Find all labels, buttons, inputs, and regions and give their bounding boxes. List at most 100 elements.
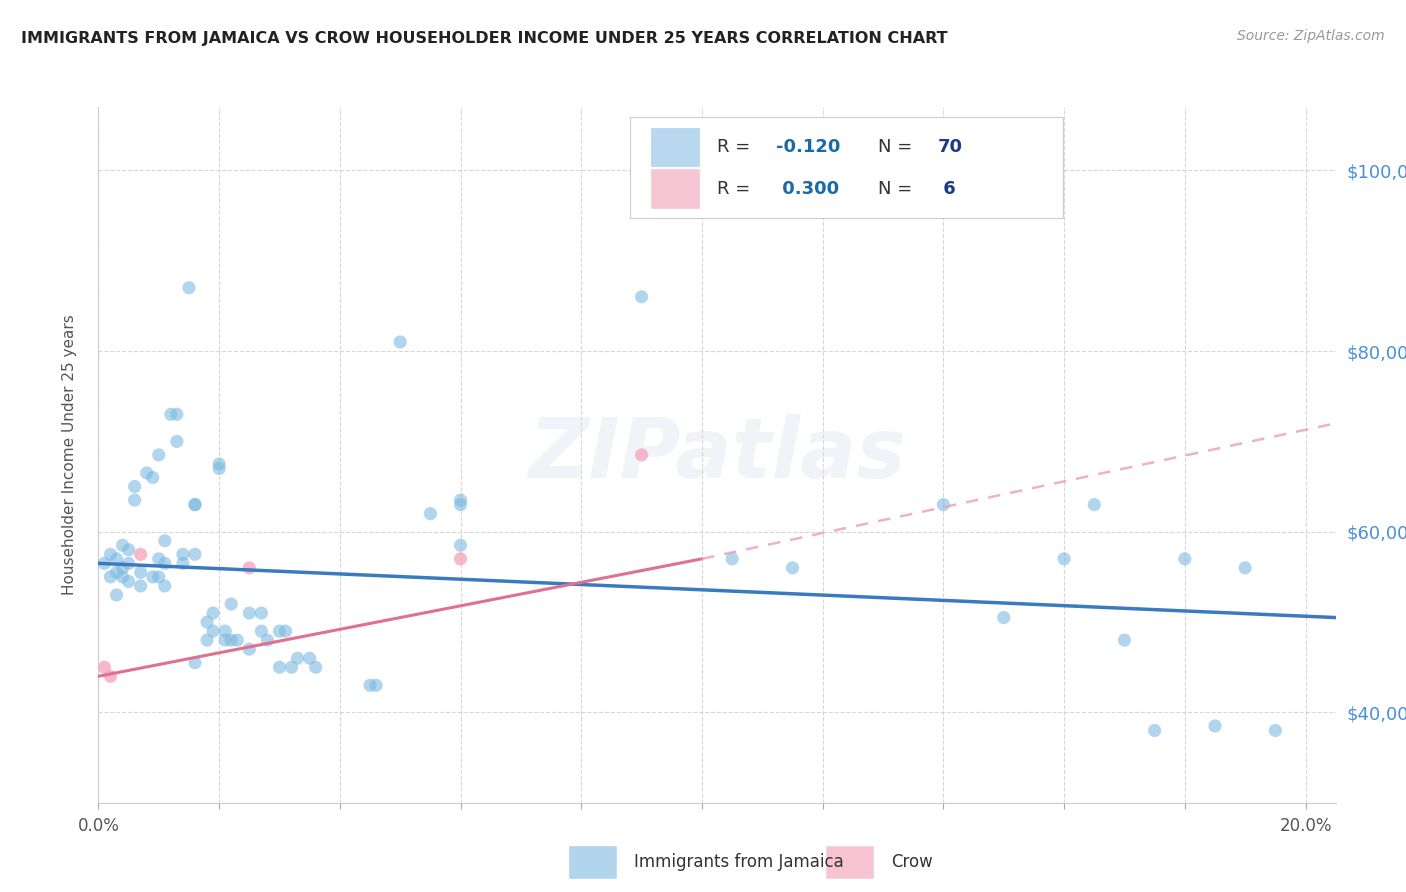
Bar	[568, 847, 616, 878]
Text: N =: N =	[877, 138, 918, 156]
Point	[1264, 723, 1286, 738]
Point	[1083, 498, 1105, 512]
Bar	[651, 169, 699, 208]
Point	[782, 561, 804, 575]
Point	[298, 651, 321, 665]
Point	[195, 633, 218, 648]
Point	[129, 579, 152, 593]
Point	[208, 457, 231, 471]
Point	[100, 547, 122, 561]
Text: Source: ZipAtlas.com: Source: ZipAtlas.com	[1237, 29, 1385, 43]
Point	[148, 570, 170, 584]
Point	[450, 493, 472, 508]
Point	[274, 624, 297, 639]
Text: Crow: Crow	[891, 853, 934, 871]
Point	[184, 498, 207, 512]
Point	[111, 538, 134, 552]
Point	[280, 660, 302, 674]
Point	[287, 651, 309, 665]
Point	[993, 610, 1015, 624]
Point	[1143, 723, 1166, 738]
Point	[721, 551, 744, 566]
Point	[195, 615, 218, 629]
Point	[124, 479, 146, 493]
Point	[142, 570, 165, 584]
Point	[226, 633, 249, 648]
Text: IMMIGRANTS FROM JAMAICA VS CROW HOUSEHOLDER INCOME UNDER 25 YEARS CORRELATION CH: IMMIGRANTS FROM JAMAICA VS CROW HOUSEHOL…	[21, 31, 948, 46]
Point	[172, 557, 194, 571]
Point	[105, 588, 128, 602]
Point	[148, 551, 170, 566]
Text: ZIPatlas: ZIPatlas	[529, 415, 905, 495]
Point	[1234, 561, 1257, 575]
Bar	[825, 847, 873, 878]
Point	[630, 448, 652, 462]
Text: Immigrants from Jamaica: Immigrants from Jamaica	[634, 853, 844, 871]
Point	[135, 466, 157, 480]
Point	[111, 570, 134, 584]
Point	[389, 334, 412, 349]
Point	[124, 493, 146, 508]
Point	[93, 557, 115, 571]
Point	[153, 533, 176, 548]
Point	[269, 624, 291, 639]
Point	[214, 624, 236, 639]
Point	[184, 547, 207, 561]
Point	[172, 547, 194, 561]
Point	[238, 606, 260, 620]
Point	[166, 407, 188, 421]
Point	[105, 551, 128, 566]
Point	[364, 678, 387, 692]
Point	[100, 669, 122, 683]
Point	[93, 660, 115, 674]
Point	[153, 557, 176, 571]
Text: -0.120: -0.120	[776, 138, 841, 156]
Point	[117, 542, 139, 557]
Text: N =: N =	[877, 179, 918, 198]
Point	[219, 597, 242, 611]
Point	[1174, 551, 1197, 566]
Point	[129, 566, 152, 580]
Point	[166, 434, 188, 449]
Text: 70: 70	[938, 138, 962, 156]
Text: 6: 6	[938, 179, 956, 198]
Point	[153, 579, 176, 593]
Point	[177, 281, 200, 295]
Point	[269, 660, 291, 674]
Point	[160, 407, 183, 421]
Point	[129, 547, 152, 561]
Point	[219, 633, 242, 648]
Text: R =: R =	[717, 179, 756, 198]
Point	[419, 507, 441, 521]
Point	[450, 498, 472, 512]
Point	[202, 606, 225, 620]
Point	[630, 290, 652, 304]
Point	[1114, 633, 1136, 648]
Bar	[651, 128, 699, 167]
Point	[305, 660, 328, 674]
Point	[256, 633, 278, 648]
Point	[148, 448, 170, 462]
Text: R =: R =	[717, 138, 756, 156]
Text: 0.300: 0.300	[776, 179, 839, 198]
Point	[184, 498, 207, 512]
Point	[1204, 719, 1226, 733]
Point	[1053, 551, 1076, 566]
Point	[214, 633, 236, 648]
Y-axis label: Householder Income Under 25 years: Householder Income Under 25 years	[62, 315, 77, 595]
Point	[202, 624, 225, 639]
Point	[184, 656, 207, 670]
Point	[450, 551, 472, 566]
Point	[111, 561, 134, 575]
Point	[450, 538, 472, 552]
Point	[105, 566, 128, 580]
FancyBboxPatch shape	[630, 118, 1063, 219]
Point	[932, 498, 955, 512]
Point	[238, 642, 260, 657]
Point	[117, 557, 139, 571]
Point	[117, 574, 139, 589]
Point	[250, 606, 273, 620]
Point	[208, 461, 231, 475]
Point	[142, 470, 165, 484]
Point	[238, 561, 260, 575]
